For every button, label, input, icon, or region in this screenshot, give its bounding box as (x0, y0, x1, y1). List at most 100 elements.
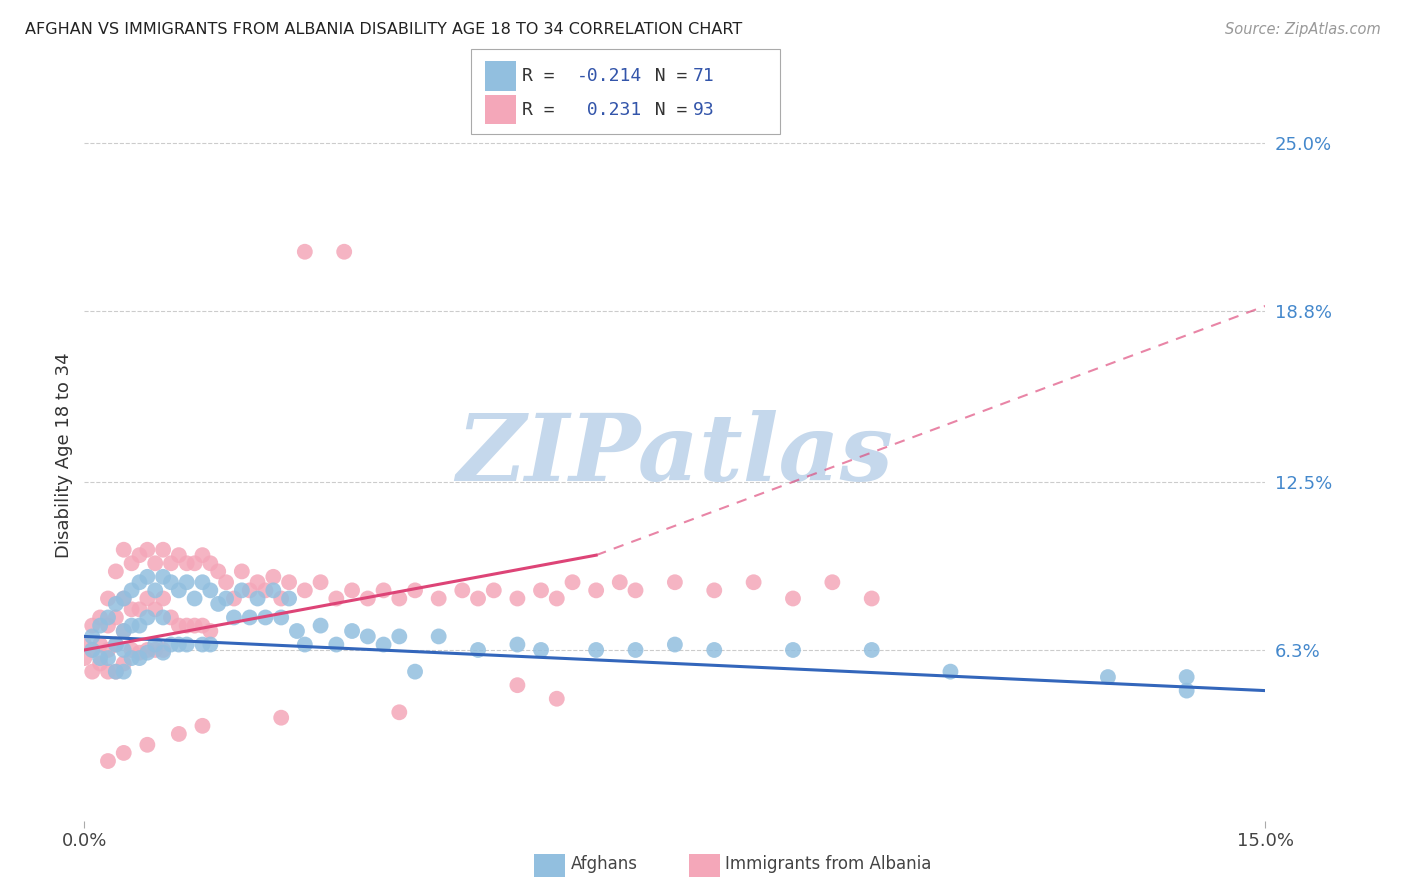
Text: -0.214: -0.214 (576, 67, 641, 85)
Point (388, 706, 411, 720)
Point (112, 643, 135, 657)
Point (207, 565, 229, 579)
Text: 0.231: 0.231 (576, 101, 641, 119)
Point (254, 610, 277, 624)
Point (136, 738, 159, 752)
Point (246, 575, 269, 590)
Point (270, 591, 292, 606)
Point (82, 618, 104, 632)
Point (467, 591, 489, 606)
Point (160, 610, 183, 624)
Point (104, 665, 127, 679)
Point (112, 591, 135, 606)
Point (167, 638, 190, 652)
Point (246, 591, 269, 606)
Point (939, 665, 962, 679)
Point (82, 643, 104, 657)
Point (112, 746, 135, 760)
Point (97, 665, 120, 679)
Point (136, 610, 159, 624)
Point (191, 719, 214, 733)
Point (121, 651, 143, 665)
Text: 71: 71 (693, 67, 714, 85)
Point (82, 665, 104, 679)
Point (262, 570, 284, 584)
Point (427, 591, 450, 606)
Point (89, 657, 111, 671)
Point (624, 643, 647, 657)
Point (703, 583, 725, 598)
Point (82, 629, 104, 643)
Point (104, 610, 127, 624)
Point (121, 618, 143, 632)
Point (121, 602, 143, 616)
Point (104, 638, 127, 652)
Point (143, 583, 166, 598)
Point (530, 643, 553, 657)
Point (176, 638, 198, 652)
Point (285, 624, 308, 638)
Point (1175, 683, 1198, 698)
Point (97, 610, 120, 624)
Point (143, 556, 166, 570)
Point (152, 610, 174, 624)
Point (128, 548, 150, 562)
Point (136, 570, 159, 584)
Text: Immigrants from Albania: Immigrants from Albania (725, 855, 932, 873)
Point (104, 638, 127, 652)
Point (222, 610, 245, 624)
Point (112, 624, 135, 638)
Text: 93: 93 (693, 101, 714, 119)
Point (136, 646, 159, 660)
Point (340, 624, 363, 638)
Point (609, 575, 631, 590)
Point (325, 591, 347, 606)
Point (152, 542, 174, 557)
Text: Source: ZipAtlas.com: Source: ZipAtlas.com (1225, 22, 1381, 37)
Point (136, 591, 159, 606)
Point (112, 542, 135, 557)
Point (160, 556, 183, 570)
Point (128, 646, 150, 660)
Point (278, 575, 301, 590)
Point (112, 657, 135, 671)
Point (112, 624, 135, 638)
Point (176, 618, 198, 632)
Point (176, 556, 198, 570)
Point (624, 583, 647, 598)
Text: AFGHAN VS IMMIGRANTS FROM ALBANIA DISABILITY AGE 18 TO 34 CORRELATION CHART: AFGHAN VS IMMIGRANTS FROM ALBANIA DISABI… (25, 22, 742, 37)
Point (160, 575, 183, 590)
Point (309, 575, 332, 590)
Point (97, 618, 120, 632)
Point (262, 583, 284, 598)
Point (167, 618, 190, 632)
Point (546, 691, 568, 706)
Point (89, 610, 111, 624)
Point (530, 583, 553, 598)
Point (278, 591, 301, 606)
Point (561, 575, 583, 590)
Point (506, 638, 529, 652)
Point (191, 575, 214, 590)
Text: N =: N = (633, 101, 697, 119)
Point (373, 583, 395, 598)
Point (585, 583, 607, 598)
Point (215, 591, 238, 606)
Point (325, 638, 347, 652)
Point (207, 597, 229, 611)
Point (782, 591, 804, 606)
Point (191, 638, 214, 652)
Point (112, 665, 135, 679)
Point (152, 591, 174, 606)
Point (82, 643, 104, 657)
Point (742, 575, 765, 590)
Point (143, 643, 166, 657)
Point (506, 591, 529, 606)
Point (546, 591, 568, 606)
Point (200, 638, 222, 652)
Point (191, 548, 214, 562)
Point (97, 591, 120, 606)
Point (200, 624, 222, 638)
Point (128, 602, 150, 616)
Point (860, 591, 883, 606)
